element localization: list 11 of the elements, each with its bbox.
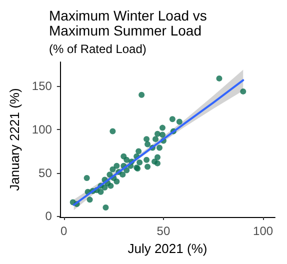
y-tick-label: 0 bbox=[45, 209, 52, 224]
y-axis-title: January 2221 (%) bbox=[7, 88, 22, 191]
y-tick-label: 100 bbox=[32, 122, 52, 137]
x-tick-label: 100 bbox=[253, 224, 274, 238]
x-tick-label: 50 bbox=[156, 224, 170, 238]
x-tick-label: 0 bbox=[60, 224, 68, 238]
y-tick-label: 50 bbox=[38, 166, 52, 180]
y-tick-label: 150 bbox=[32, 79, 52, 94]
chart-title: Maximum Winter Load vs Maximum Summer Load bbox=[49, 8, 211, 38]
chart-subtitle: (% of Rated Load) bbox=[49, 42, 146, 56]
x-axis-title: July 2021 (%) bbox=[128, 240, 208, 256]
